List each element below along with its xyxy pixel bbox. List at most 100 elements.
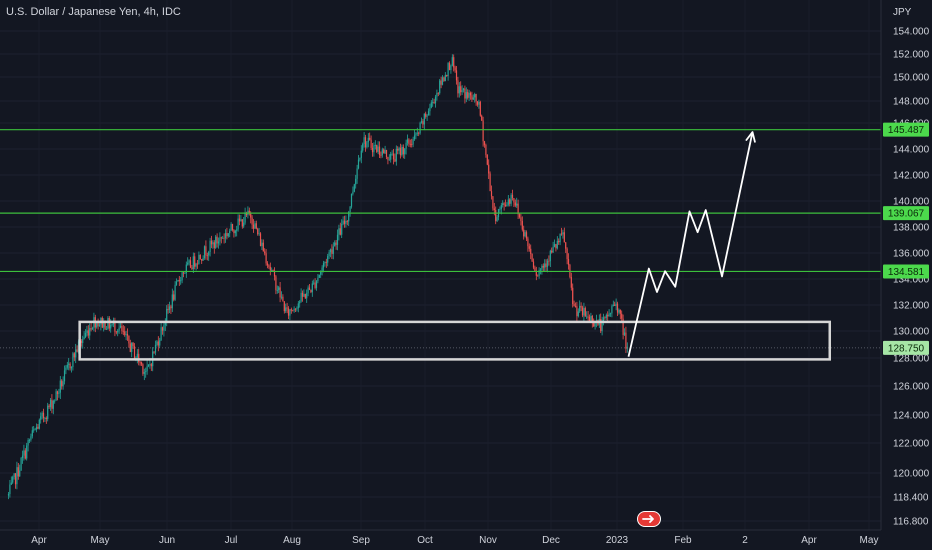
candle — [65, 365, 67, 375]
candle — [524, 230, 526, 238]
candle — [500, 202, 502, 215]
candle — [202, 255, 204, 261]
candle — [399, 143, 402, 159]
candle — [240, 215, 242, 222]
candle — [285, 303, 287, 313]
candle — [139, 361, 141, 366]
candle — [159, 337, 161, 348]
candle — [128, 335, 130, 348]
candle — [38, 418, 40, 430]
candle — [622, 314, 624, 340]
candle — [366, 141, 368, 149]
candle — [52, 399, 54, 415]
candle — [371, 143, 374, 157]
candle — [145, 367, 147, 378]
candle — [334, 240, 336, 247]
candle — [496, 215, 498, 223]
candle — [616, 301, 619, 316]
candle — [264, 248, 266, 256]
candle — [223, 233, 225, 244]
candle — [559, 233, 561, 246]
candle — [475, 93, 477, 106]
candle — [62, 376, 64, 390]
support-zone-rect[interactable] — [78, 320, 832, 361]
price-tag-label: 128.750 — [888, 343, 925, 354]
candle — [530, 244, 532, 260]
candle — [391, 150, 393, 156]
candle — [140, 361, 143, 366]
candle — [317, 273, 319, 284]
projection-line[interactable] — [627, 131, 754, 357]
candle — [570, 272, 572, 291]
candle — [441, 75, 444, 86]
candle — [230, 222, 232, 231]
candle — [299, 300, 301, 308]
candle — [608, 309, 610, 317]
candle — [486, 154, 488, 166]
candle — [195, 262, 197, 271]
candle — [124, 326, 126, 337]
projection-path[interactable] — [627, 131, 756, 357]
candle — [273, 267, 276, 281]
candle — [89, 323, 91, 341]
candle — [294, 308, 297, 313]
candle — [164, 318, 166, 332]
candle — [231, 223, 234, 232]
candle — [346, 219, 348, 226]
candle — [247, 206, 249, 219]
candle — [377, 141, 379, 155]
candle — [553, 239, 556, 248]
candle — [357, 155, 360, 170]
candle — [439, 78, 441, 95]
y-tick-label: 124.000 — [893, 411, 930, 422]
candle — [451, 54, 453, 67]
candle — [181, 271, 183, 284]
horizontal-levels[interactable] — [0, 129, 881, 349]
candle — [132, 342, 134, 349]
y-tick-label: 152.000 — [893, 50, 930, 61]
candle — [514, 199, 516, 208]
candle — [17, 462, 19, 480]
candle — [55, 388, 57, 401]
candle — [527, 236, 529, 252]
candle — [450, 64, 452, 74]
candle — [356, 164, 358, 184]
time-axis[interactable]: Apr May Jun Jul Aug Sep Oct Nov Dec 2023 Feb 2 Apr Ma… — [31, 535, 878, 546]
candle — [409, 139, 411, 148]
tradingview-logo-icon[interactable] — [637, 511, 661, 527]
candle — [381, 147, 383, 158]
candle — [304, 293, 306, 299]
candle — [66, 361, 68, 370]
candle — [349, 205, 351, 217]
x-tick-label: May — [860, 535, 879, 546]
candle — [583, 302, 585, 322]
candle — [153, 351, 155, 354]
candle — [364, 134, 367, 152]
candle — [125, 330, 127, 341]
candle — [440, 76, 442, 89]
candle — [542, 263, 544, 272]
candle — [433, 98, 435, 104]
candle — [143, 368, 145, 381]
candle — [329, 248, 332, 258]
candle — [412, 136, 414, 148]
candle — [478, 99, 480, 109]
candle — [429, 103, 431, 116]
candle — [108, 316, 110, 332]
candle — [174, 281, 176, 301]
candle — [213, 240, 215, 254]
candle — [517, 199, 519, 220]
candle — [306, 289, 308, 303]
candle — [499, 206, 501, 214]
candle — [292, 309, 294, 312]
support-zone[interactable] — [78, 320, 832, 361]
price-candles — [7, 54, 628, 500]
candle — [34, 427, 36, 431]
y-tick-label: 144.000 — [893, 145, 930, 156]
candle — [376, 144, 378, 153]
candle — [208, 250, 210, 261]
candle — [80, 339, 82, 347]
candle — [436, 89, 438, 101]
candle — [406, 134, 409, 146]
